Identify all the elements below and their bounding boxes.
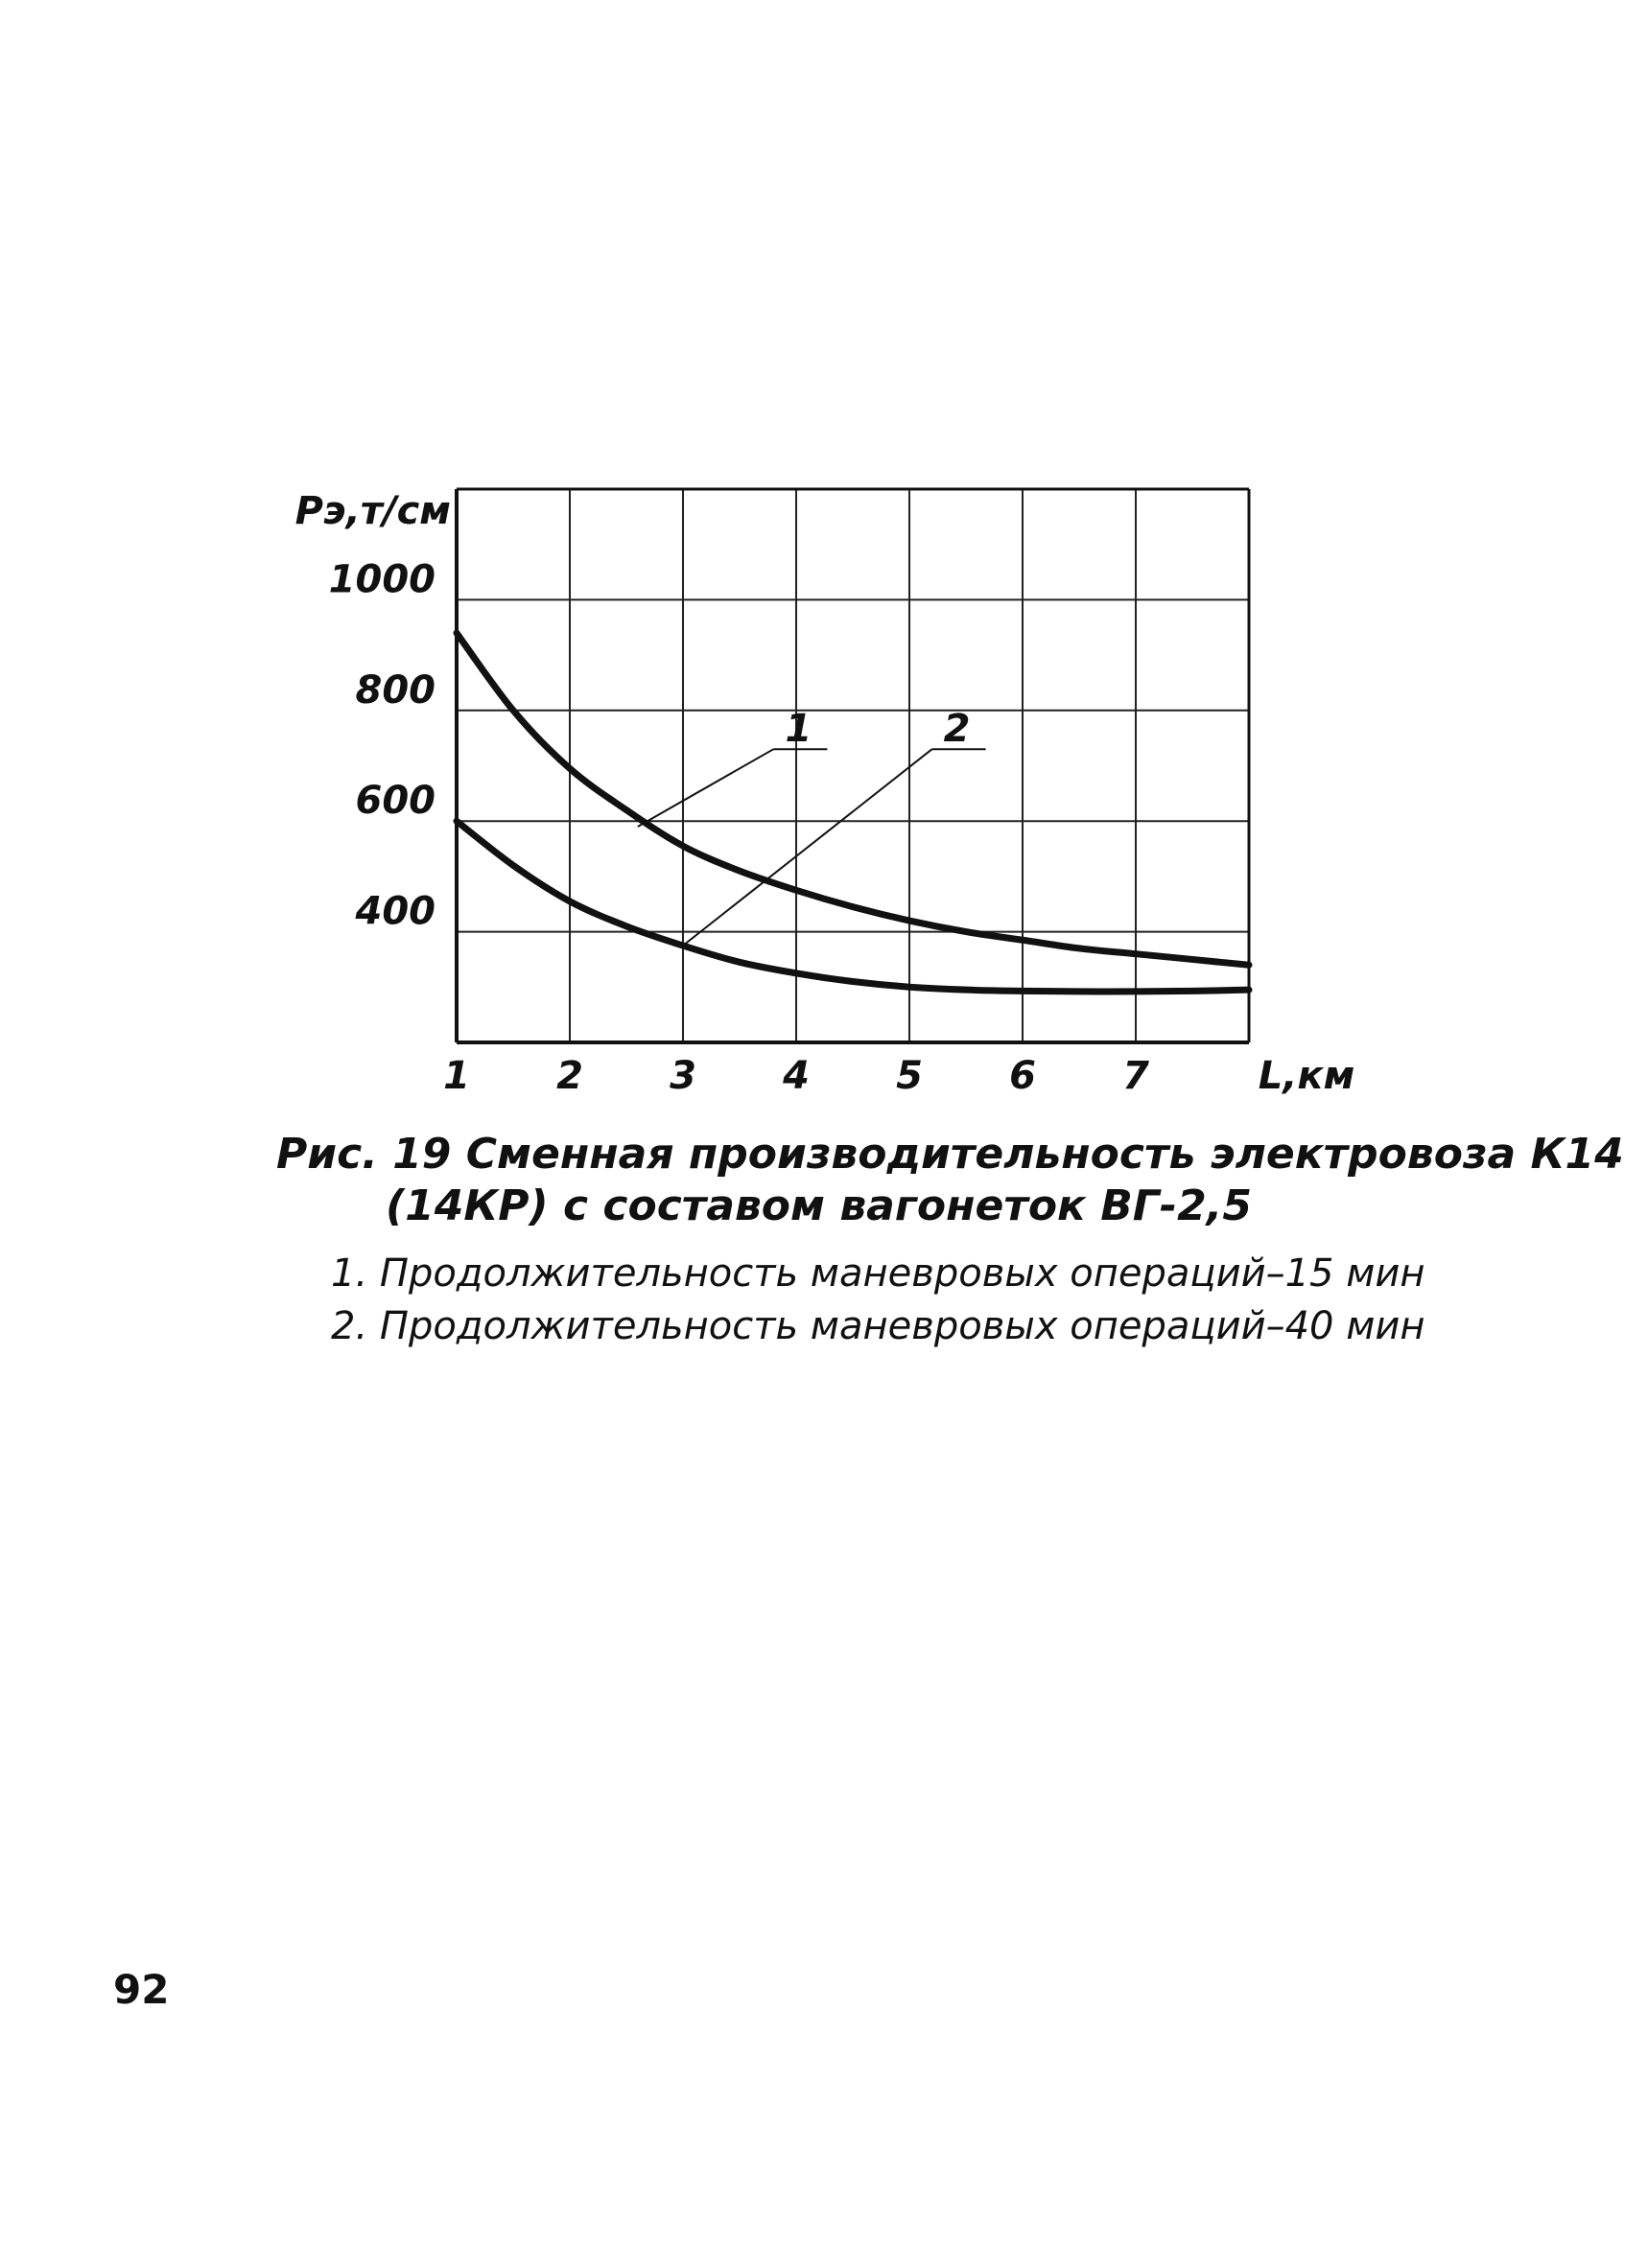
callout-label-1: 1 xyxy=(785,707,812,751)
legend-item-2: 2. Продолжительность маневровых операций… xyxy=(331,1304,1425,1348)
chart-axes xyxy=(455,487,1251,1044)
y-tick-label: 1000 xyxy=(329,557,436,601)
y-axis-label: Рэ,т/см xyxy=(295,489,451,533)
x-tick-label: 7 xyxy=(1122,1054,1149,1098)
series-line-1 xyxy=(453,629,1253,969)
x-tick-label: 1 xyxy=(443,1054,470,1098)
series-line-2 xyxy=(453,817,1253,995)
chart-grid xyxy=(457,489,1249,1042)
page-number: 92 xyxy=(113,1966,170,2013)
y-tick-label: 600 xyxy=(356,779,436,823)
y-tick-label: 400 xyxy=(355,890,436,934)
callout-label-2: 2 xyxy=(944,707,971,751)
figure-caption-line-1: Рис. 19 Сменная производительность элект… xyxy=(276,1130,1624,1179)
legend-item-1: 1. Продолжительность маневровых операций… xyxy=(331,1251,1425,1296)
chart-series xyxy=(453,629,1253,995)
y-tick-label: 800 xyxy=(356,668,436,713)
x-tick-label: 5 xyxy=(896,1054,923,1098)
x-tick-label: 4 xyxy=(782,1054,810,1098)
x-tick-label: 2 xyxy=(556,1054,583,1098)
figure-caption-line-2: (14КР) с составом вагонеток ВГ-2,5 xyxy=(386,1181,1253,1230)
callout-leader-1 xyxy=(637,748,774,828)
callout-leader-2 xyxy=(682,748,933,947)
x-axis-label: L,км xyxy=(1259,1054,1355,1098)
x-tick-label: 6 xyxy=(1009,1054,1036,1098)
x-tick-label: 3 xyxy=(670,1054,696,1098)
